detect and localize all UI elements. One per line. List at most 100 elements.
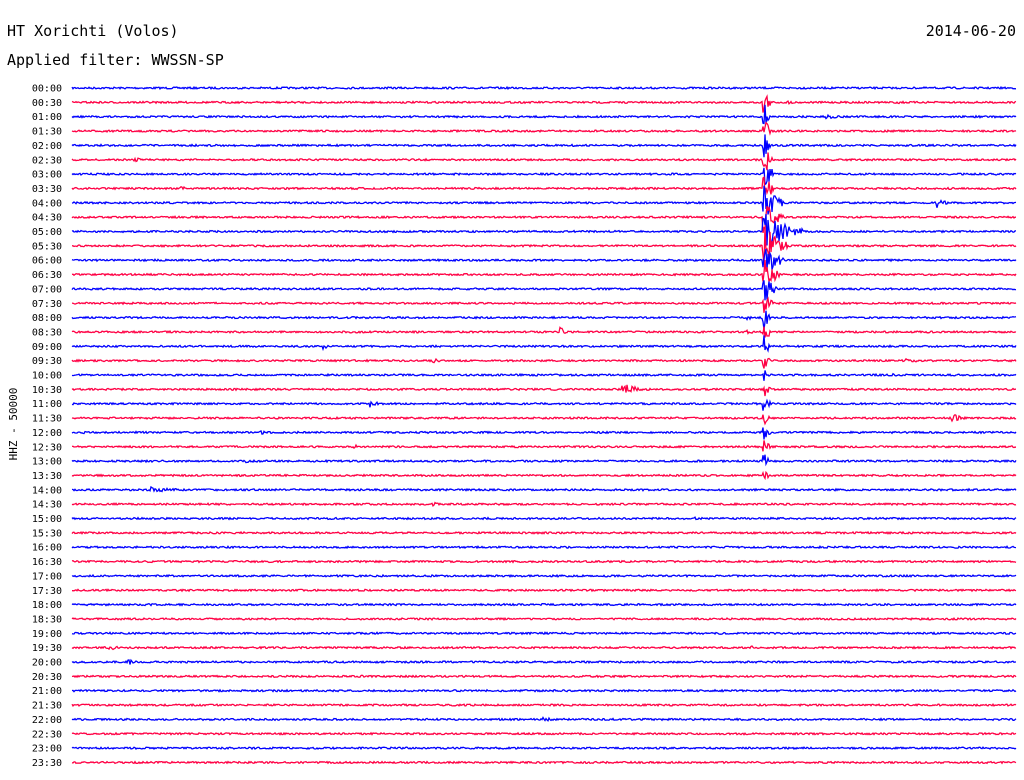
seismic-trace: [71, 414, 1017, 426]
seismic-trace: [71, 454, 1017, 467]
row-time-label: 18:30: [32, 614, 62, 625]
seismic-trace: [71, 85, 1017, 91]
row-time-label: 21:30: [32, 701, 62, 712]
row-time-label: 06:00: [32, 256, 62, 267]
seismic-trace: [71, 573, 1017, 579]
row-time-label: 06:30: [32, 270, 62, 281]
row-time-label: 08:00: [32, 313, 62, 324]
seismic-trace: [71, 658, 1016, 665]
row-time-label: 09:30: [32, 356, 62, 367]
seismic-trace: [71, 616, 1017, 622]
row-time-label: 04:30: [32, 213, 62, 224]
row-time-label: 07:30: [32, 299, 62, 310]
row-time-label: 00:00: [32, 84, 62, 95]
seismic-trace: [71, 134, 1017, 158]
seismic-trace: [71, 760, 1017, 765]
row-time-label: 15:00: [32, 514, 62, 525]
seismic-trace: [71, 631, 1017, 636]
filter-label: Applied filter: WWSSN-SP: [7, 51, 224, 69]
seismic-trace: [71, 121, 1017, 136]
seismic-trace: [71, 310, 1017, 330]
seismic-trace: [71, 152, 1017, 171]
row-time-label: 03:30: [32, 184, 62, 195]
seismic-trace: [71, 674, 1017, 679]
row-time-label: 19:30: [32, 643, 62, 654]
seismic-trace: [71, 702, 1017, 708]
row-time-label: 21:00: [32, 686, 62, 697]
seismic-trace: [71, 185, 1017, 215]
row-time-label: 16:00: [32, 543, 62, 554]
row-time-label: 02:30: [32, 155, 62, 166]
seismic-trace: [71, 296, 1017, 313]
row-time-label: 15:30: [32, 528, 62, 539]
seismic-trace: [71, 167, 1017, 186]
row-time-label: 14:00: [32, 485, 62, 496]
row-time-label: 04:00: [32, 198, 62, 209]
row-time-label: 11:00: [32, 399, 62, 410]
row-time-label: 00:30: [32, 98, 62, 109]
row-time-label: 13:00: [32, 457, 62, 468]
row-time-label: 19:00: [32, 629, 62, 640]
row-time-label: 13:30: [32, 471, 62, 482]
seismic-trace: [71, 398, 1017, 411]
seismic-trace: [71, 427, 1017, 440]
row-time-label: 07:00: [32, 284, 62, 295]
seismic-trace: [71, 470, 1017, 481]
seismic-trace: [71, 104, 1017, 125]
row-time-label: 09:00: [32, 342, 62, 353]
seismic-trace: [71, 214, 1016, 247]
row-time-label: 03:00: [32, 170, 62, 181]
seismic-trace: [71, 645, 1017, 651]
row-time-label: 16:30: [32, 557, 62, 568]
seismic-trace: [71, 516, 1017, 521]
seismic-trace: [71, 746, 1017, 751]
row-time-label: 12:00: [32, 428, 62, 439]
row-time-label: 05:30: [32, 241, 62, 252]
row-time-label: 12:30: [32, 442, 62, 453]
seismic-trace: [71, 602, 1017, 607]
row-time-label: 17:00: [32, 571, 62, 582]
row-time-label: 01:00: [32, 112, 62, 123]
seismic-trace: [71, 206, 1016, 234]
seismic-trace: [72, 588, 1017, 593]
row-time-label: 14:30: [32, 500, 62, 511]
seismic-trace: [71, 384, 1016, 397]
seismic-trace: [71, 280, 1017, 301]
row-time-label: 23:30: [32, 758, 62, 769]
station-title: HT Xorichti (Volos): [7, 22, 179, 40]
row-time-label: 10:30: [32, 385, 62, 396]
seismic-trace: [71, 370, 1017, 381]
seismic-trace: [71, 176, 1017, 196]
seismic-trace: [71, 326, 1017, 338]
seismic-trace: [71, 440, 1017, 452]
row-time-label: 20:30: [32, 672, 62, 683]
seismic-trace: [71, 688, 1017, 693]
row-time-label: 11:30: [32, 414, 62, 425]
row-time-label: 02:00: [32, 141, 62, 152]
row-time-label: 20:00: [32, 658, 62, 669]
seismic-trace: [71, 260, 1017, 284]
row-time-label: 01:30: [32, 127, 62, 138]
row-time-label: 18:00: [32, 600, 62, 611]
seismic-trace: [71, 545, 1017, 550]
date-label: 2014-06-20: [926, 22, 1016, 40]
channel-label: HHZ - 50000: [7, 388, 20, 461]
seismic-trace: [71, 716, 1017, 722]
row-time-label: 08:30: [32, 327, 62, 338]
seismic-trace: [71, 335, 1017, 353]
seismic-trace: [71, 731, 1017, 736]
seismic-trace: [71, 94, 1017, 113]
seismic-trace: [71, 248, 1017, 270]
seismic-trace: [71, 357, 1017, 369]
seismic-trace: [71, 501, 1017, 508]
row-time-label: 05:00: [32, 227, 62, 238]
row-time-label: 23:00: [32, 744, 62, 755]
seismic-trace: [71, 559, 1017, 564]
seismic-trace: [71, 485, 1017, 493]
row-time-label: 10:00: [32, 371, 62, 382]
row-time-label: 17:30: [32, 586, 62, 597]
row-time-label: 22:30: [32, 729, 62, 740]
seismic-trace: [72, 227, 1017, 265]
row-time-label: 22:00: [32, 715, 62, 726]
